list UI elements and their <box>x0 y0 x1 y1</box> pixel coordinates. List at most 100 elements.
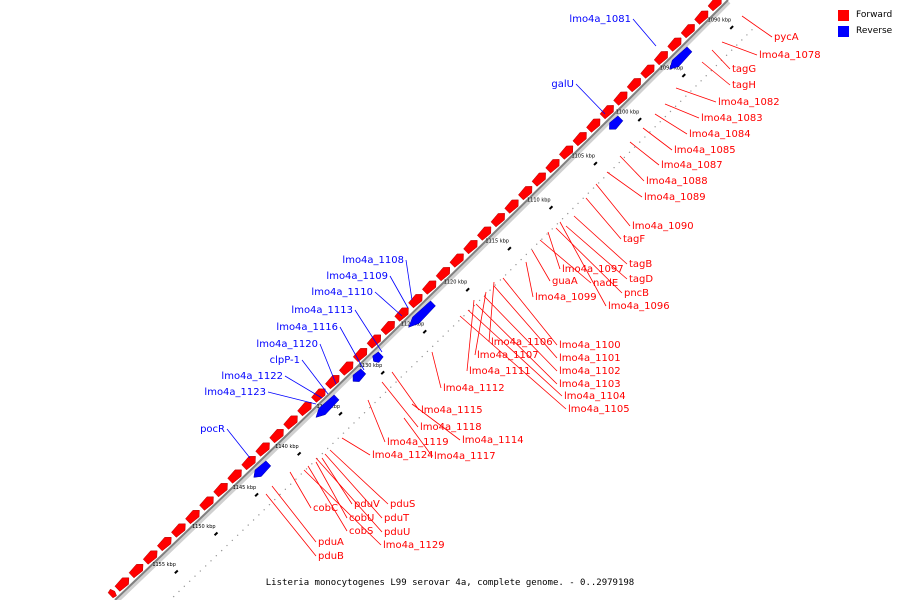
reverse-gene-arrow <box>372 351 384 363</box>
forward-gene-arrow <box>531 172 546 187</box>
guide-dot <box>679 100 682 102</box>
guide-dot <box>236 534 239 537</box>
gene-label-forward: pduT <box>384 513 410 524</box>
gene-label-forward-leader <box>555 227 623 294</box>
gene-label-forward: pduU <box>384 527 410 538</box>
gene-label-reverse: lmo4a_1110 <box>311 287 373 298</box>
gene-label-forward: pduV <box>354 499 380 510</box>
guide-dot <box>258 514 260 516</box>
gene-label-forward: lmo4a_1090 <box>632 221 694 232</box>
legend-item-reverse: Reverse <box>838 24 892 38</box>
gene-label-forward-leader <box>606 171 643 198</box>
gene-label-reverse-leader <box>301 359 329 395</box>
guide-dot <box>247 524 249 526</box>
forward-gene-arrow <box>338 361 354 376</box>
guide-dot <box>405 371 408 373</box>
tick-mark <box>254 492 259 497</box>
gene-label-reverse-leader <box>632 18 657 47</box>
gene-label-forward-leader <box>367 399 386 443</box>
gene-label-forward-leader <box>341 437 371 456</box>
forward-gene-arrow <box>114 577 130 592</box>
guide-dot <box>220 549 223 552</box>
gene-label-forward: lmo4a_1102 <box>559 366 621 377</box>
guide-dot <box>695 85 697 87</box>
guide-dot <box>751 29 753 31</box>
gene-label-forward-leader <box>303 469 382 546</box>
reverse-gene-arrow <box>408 300 436 328</box>
gene-label-forward-leader <box>329 449 389 505</box>
guide-dot <box>231 539 234 542</box>
gene-label-forward: tagD <box>629 274 653 285</box>
tick-mark <box>174 569 179 575</box>
gene-label-reverse: lmo4a_1116 <box>276 322 338 333</box>
forward-gene-arrow <box>599 105 614 120</box>
gene-label-forward-leader <box>525 261 534 298</box>
gene-label-reverse: pocR <box>200 424 225 435</box>
gene-label-forward-leader <box>741 15 773 38</box>
guide-dot <box>473 304 476 307</box>
forward-gene-arrow <box>325 375 340 390</box>
tick-mark <box>507 246 512 251</box>
forward-gene-arrow <box>352 348 368 363</box>
gene-label-forward: tagB <box>629 259 652 270</box>
guide-dot <box>489 289 491 291</box>
guide-dot <box>442 335 444 337</box>
gene-label-forward-leader <box>466 299 475 372</box>
forward-gene-arrow <box>707 0 722 12</box>
gene-label-forward-leader <box>315 461 348 519</box>
gene-label-reverse: lmo4a_1122 <box>221 371 283 382</box>
guide-dot <box>541 238 543 240</box>
guide-dot <box>499 279 502 281</box>
gene-label-forward: pncB <box>624 288 649 299</box>
guide-dot <box>659 121 661 123</box>
tick-label: 1105 kbp <box>571 154 595 160</box>
guide-dot <box>284 488 287 491</box>
gene-label-forward: lmo4a_1087 <box>661 160 723 171</box>
gene-label-forward: lmo4a_1112 <box>443 383 505 394</box>
forward-gene-arrow <box>185 510 200 525</box>
guide-dot <box>447 330 450 332</box>
gene-label-reverse: clpP-1 <box>270 355 300 366</box>
legend-swatch-forward <box>838 9 849 21</box>
gene-label-forward-leader <box>324 453 383 519</box>
tick-mark <box>380 370 385 375</box>
gene-label-forward-leader <box>675 87 717 103</box>
gene-label-reverse-leader <box>389 275 409 309</box>
gene-label-forward: pduS <box>390 499 415 510</box>
guide-dot <box>379 396 381 399</box>
forward-gene-arrow <box>421 280 437 295</box>
guide-dot <box>613 166 615 169</box>
gene-label-forward: cobS <box>349 526 373 537</box>
gene-label-reverse-leader <box>575 83 606 115</box>
forward-gene-arrow <box>545 159 560 174</box>
forward-gene-arrow <box>653 51 668 66</box>
guide-dot <box>437 340 439 342</box>
gene-label-forward: lmo4a_1129 <box>383 540 445 551</box>
guide-dot <box>705 75 707 77</box>
forward-gene-arrow <box>241 456 256 471</box>
forward-gene-arrow <box>199 496 214 511</box>
gene-label-reverse: lmo4a_1120 <box>256 339 318 350</box>
legend-item-forward: Forward <box>838 8 892 22</box>
guide-dot <box>263 509 265 511</box>
tick-label: 1115 kbp <box>485 239 509 245</box>
guide-dot <box>546 233 548 235</box>
gene-label-forward: lmo4a_1103 <box>559 379 621 390</box>
forward-gene-arrow <box>156 537 172 552</box>
gene-label-forward-leader <box>459 315 567 410</box>
guide-dot <box>369 406 371 409</box>
gene-label-reverse: lmo4a_1081 <box>569 14 631 25</box>
gene-label-forward: lmo4a_1104 <box>564 391 626 402</box>
guide-dot <box>623 156 626 159</box>
guide-dots <box>172 29 753 598</box>
forward-gene-arrow <box>449 253 464 268</box>
forward-gene-arrow <box>394 307 409 322</box>
reverse-gene-arrow <box>352 368 367 382</box>
guide-dot <box>572 207 574 210</box>
gene-label-forward-leader <box>391 371 420 411</box>
guide-dot <box>633 146 636 148</box>
guide-dot <box>194 575 196 577</box>
gene-label-reverse-leader <box>226 428 251 459</box>
guide-dot <box>725 54 728 57</box>
